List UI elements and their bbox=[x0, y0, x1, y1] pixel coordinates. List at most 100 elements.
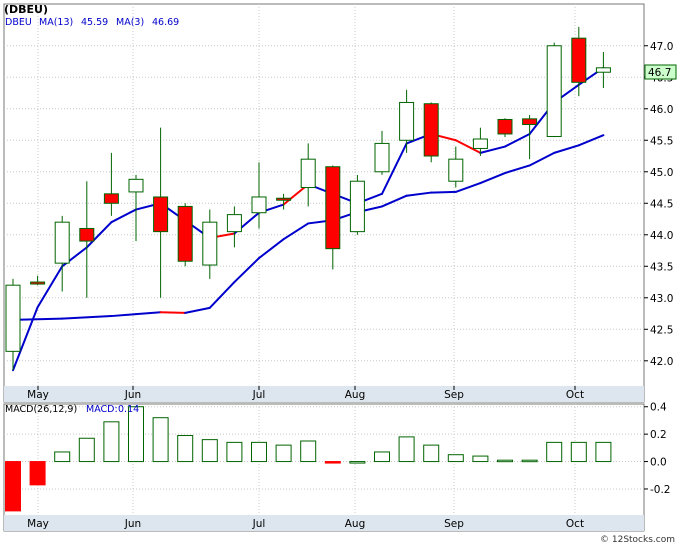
price-x-axis: May Jun Jul Aug Sep Oct bbox=[27, 386, 584, 401]
price-y-tick-label: 42.0 bbox=[650, 356, 673, 368]
macd-bar bbox=[423, 444, 440, 463]
candle-down bbox=[177, 205, 193, 262]
price-y-tick-label: 46.0 bbox=[650, 104, 673, 116]
candle-down bbox=[522, 118, 538, 126]
last-price-label: 46.7 bbox=[648, 67, 671, 79]
macd-value: 0.14 bbox=[118, 404, 139, 415]
price-x-tick-label: Aug bbox=[345, 389, 366, 401]
ma3-segment bbox=[36, 265, 64, 309]
ma13-segment bbox=[504, 164, 531, 175]
price-y-tick-label: 44.0 bbox=[650, 230, 673, 242]
ma13-segment bbox=[553, 144, 580, 154]
macd-bar bbox=[349, 461, 366, 464]
candle-up bbox=[595, 67, 611, 73]
macd-bar bbox=[201, 439, 218, 463]
ma3-segment bbox=[479, 145, 506, 154]
candle-down bbox=[497, 118, 513, 135]
macd-legend-label: MACD(26,12,9) bbox=[5, 404, 77, 415]
ma13-segment bbox=[12, 317, 64, 321]
candle-down bbox=[30, 281, 46, 285]
price-y-tick-label: 44.5 bbox=[650, 198, 673, 210]
macd-bar bbox=[5, 461, 21, 512]
ma3-segment bbox=[85, 221, 113, 249]
macd-x-axis-band bbox=[4, 515, 644, 531]
ma3-segment bbox=[12, 306, 39, 372]
ma13-segment bbox=[479, 172, 506, 185]
price-y-tick-label: 47.0 bbox=[650, 41, 673, 53]
price-y-tick-label: 42.5 bbox=[650, 324, 673, 336]
ma13-segment bbox=[282, 222, 310, 241]
candle-up bbox=[399, 101, 415, 141]
macd-bar bbox=[78, 437, 95, 463]
macd-x-tick-label: Sep bbox=[444, 518, 464, 530]
ma13-segment bbox=[258, 238, 285, 260]
candle-down bbox=[423, 103, 439, 157]
legend-ma13-label: MA(13) bbox=[39, 17, 73, 28]
macd-bar bbox=[324, 461, 341, 464]
candle-down bbox=[276, 197, 292, 201]
ma13-segment bbox=[184, 306, 211, 314]
price-y-tick-label: 45.0 bbox=[650, 167, 673, 179]
ma13-segment bbox=[61, 315, 113, 320]
candle-up bbox=[349, 180, 365, 233]
macd-value-label: MACD: bbox=[86, 404, 118, 415]
legend-dbeu: DBEU bbox=[5, 17, 32, 28]
candle-up bbox=[5, 284, 21, 352]
chart-title: (DBEU) bbox=[4, 3, 48, 16]
macd-x-axis: May Jun Jul Aug Sep Oct bbox=[27, 518, 584, 530]
candle-down bbox=[571, 37, 587, 83]
ma13-segment bbox=[135, 311, 162, 316]
price-y-tick-label: 43.5 bbox=[650, 261, 673, 273]
macd-y-axis: 0.4 0.2 0.0 -0.2 bbox=[644, 402, 671, 496]
candle-up bbox=[472, 138, 488, 149]
candle-down bbox=[79, 227, 95, 242]
ma13-segment bbox=[208, 281, 236, 309]
candle-up bbox=[546, 45, 562, 137]
ma13-segment bbox=[233, 257, 260, 284]
macd-bar bbox=[595, 441, 612, 463]
macd-x-tick-label: Jun bbox=[124, 518, 141, 530]
macd-y-tick-label: -0.2 bbox=[650, 484, 671, 496]
macd-x-tick-label: May bbox=[27, 518, 49, 530]
price-x-tick-label: May bbox=[27, 389, 49, 401]
price-x-tick-label: Jun bbox=[124, 389, 141, 401]
macd-bar bbox=[128, 406, 144, 463]
macd-x-tick-label: Aug bbox=[345, 518, 366, 530]
candle-up bbox=[374, 142, 390, 173]
ma13-segment bbox=[577, 134, 605, 147]
macd-bar bbox=[103, 421, 120, 463]
macd-y-tick-label: 0.0 bbox=[650, 457, 667, 469]
macd-bar bbox=[546, 441, 563, 463]
macd-y-tick-label: 0.2 bbox=[650, 429, 667, 441]
candle-up bbox=[251, 196, 267, 214]
candle-down bbox=[103, 193, 119, 204]
price-y-tick-label: 45.5 bbox=[650, 135, 673, 147]
candle-down bbox=[153, 196, 169, 233]
macd-x-tick-label: Oct bbox=[566, 518, 584, 530]
macd-bar bbox=[226, 441, 243, 463]
macd-bar bbox=[497, 459, 513, 463]
ma13-segment bbox=[110, 313, 137, 318]
macd-bar bbox=[275, 444, 292, 463]
ma13-segment bbox=[528, 151, 556, 167]
macd-bar bbox=[472, 455, 489, 463]
macd-bar bbox=[54, 451, 71, 463]
last-price-box bbox=[644, 64, 677, 80]
ma13-segment bbox=[405, 191, 433, 197]
macd-bar bbox=[374, 451, 390, 463]
ma3-segment bbox=[381, 142, 408, 195]
legend-ma3-value: 46.69 bbox=[152, 17, 179, 28]
candle-up bbox=[448, 158, 464, 182]
price-x-tick-label: Jul bbox=[252, 389, 266, 401]
price-y-tick-label: 43.0 bbox=[650, 293, 673, 305]
ma13-segment bbox=[430, 190, 457, 194]
candle-up bbox=[202, 221, 218, 266]
price-x-axis-band bbox=[4, 386, 644, 402]
macd-bar bbox=[177, 435, 194, 463]
macd-bar bbox=[521, 459, 538, 463]
footer-credit: © 12Stocks.com bbox=[600, 535, 675, 545]
macd-bar bbox=[152, 417, 169, 463]
macd-bar bbox=[300, 440, 317, 463]
macd-bar bbox=[398, 436, 415, 463]
